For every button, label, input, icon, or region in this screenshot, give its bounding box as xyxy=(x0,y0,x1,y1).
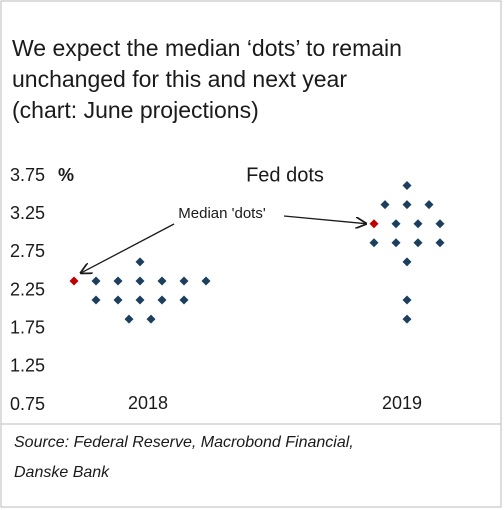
dot xyxy=(380,200,390,210)
x-tick-label: 2018 xyxy=(128,393,168,413)
y-tick-label: 0.75 xyxy=(10,394,45,414)
dot xyxy=(113,295,123,305)
dot xyxy=(424,200,434,210)
arrow xyxy=(283,215,366,224)
dot xyxy=(157,295,167,305)
y-tick-label: 2.25 xyxy=(10,279,45,299)
x-tick-label: 2019 xyxy=(382,393,422,413)
dot xyxy=(413,238,423,248)
title-line: unchanged for this and next year xyxy=(12,66,347,92)
arrow xyxy=(81,223,175,273)
dot xyxy=(146,314,156,324)
y-unit: % xyxy=(58,165,74,185)
dot xyxy=(135,295,145,305)
median-dot xyxy=(69,276,79,286)
dot xyxy=(402,257,412,267)
dot xyxy=(124,314,134,324)
dot xyxy=(135,257,145,267)
dot xyxy=(402,200,412,210)
median-dot xyxy=(369,219,379,229)
source: Source: Federal Reserve, Macrobond Finan… xyxy=(14,434,354,451)
dot xyxy=(113,276,123,286)
dot xyxy=(369,238,379,248)
dot xyxy=(402,181,412,191)
y-tick-label: 1.75 xyxy=(10,317,45,337)
y-tick-label: 2.75 xyxy=(10,241,45,261)
dot xyxy=(435,238,445,248)
dot xyxy=(91,295,101,305)
y-tick-label: 3.75 xyxy=(10,165,45,185)
y-tick-label: 3.25 xyxy=(10,203,45,223)
dot xyxy=(201,276,211,286)
title-line: We expect the median ‘dots’ to remain xyxy=(12,35,402,61)
dot xyxy=(413,219,423,229)
title-line: (chart: June projections) xyxy=(12,97,259,123)
y-tick-label: 1.25 xyxy=(10,356,45,376)
dot xyxy=(402,295,412,305)
dot xyxy=(91,276,101,286)
dot xyxy=(391,219,401,229)
source: Danske Bank xyxy=(14,464,110,481)
dot xyxy=(435,219,445,229)
dot xyxy=(179,295,189,305)
annotation: Median 'dots' xyxy=(178,205,266,222)
dot xyxy=(391,238,401,248)
dot xyxy=(402,314,412,324)
dot xyxy=(157,276,167,286)
chart-title: Fed dots xyxy=(246,164,324,186)
dot xyxy=(179,276,189,286)
dot xyxy=(135,276,145,286)
